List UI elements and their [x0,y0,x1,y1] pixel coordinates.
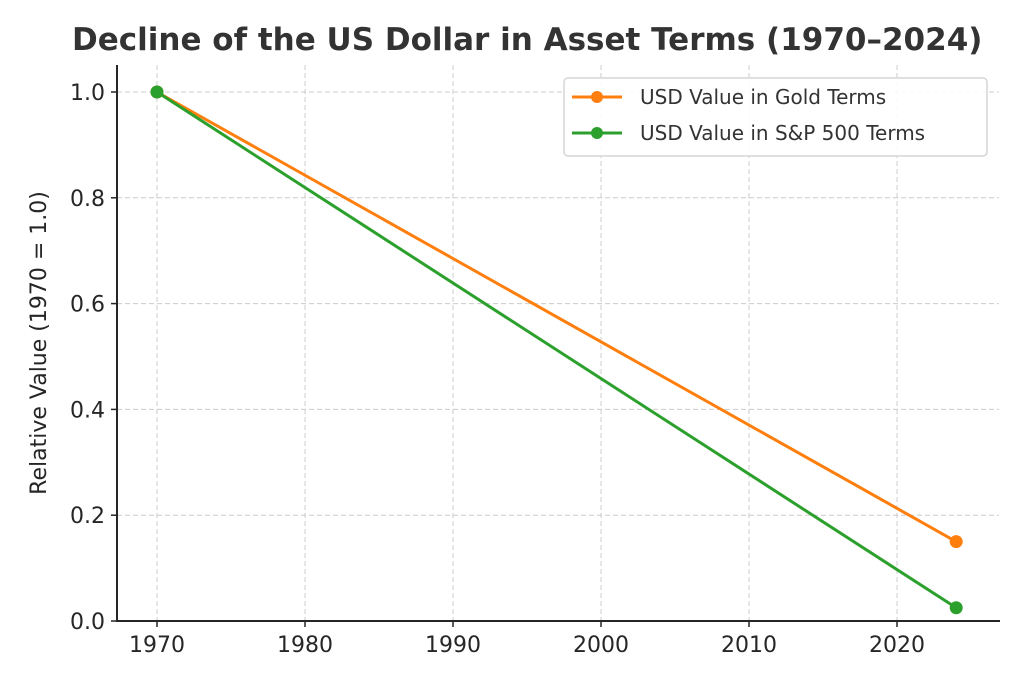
x-tick-label: 2000 [573,633,629,658]
x-tick-label: 1990 [425,633,481,658]
legend-item-gold: USD Value in Gold Terms [572,85,886,109]
axes [116,65,1000,622]
data-point-sp500 [150,85,164,99]
y-tick-label: 0.4 [70,398,105,423]
legend-label-gold: USD Value in Gold Terms [640,85,886,109]
x-tick-label: 1980 [277,633,333,658]
data-point-gold [949,535,963,549]
x-tick-label: 2020 [869,633,925,658]
y-axis-label: Relative Value (1970 = 1.0) [27,191,52,495]
y-tick-label: 0.0 [70,610,105,635]
y-tick-label: 0.2 [70,504,105,529]
y-tick-label: 0.8 [70,187,105,212]
y-ticks: 0.0 0.2 0.4 0.6 0.8 1.0 [70,81,117,635]
chart-title: Decline of the US Dollar in Asset Terms … [72,22,982,58]
legend-item-sp500: USD Value in S&P 500 Terms [572,121,925,145]
x-ticks: 1970 1980 1990 2000 2010 2020 [129,621,925,658]
x-tick-label: 1970 [129,633,185,658]
legend-marker-gold [591,91,603,103]
y-tick-label: 0.6 [70,293,105,318]
x-tick-label: 2010 [721,633,777,658]
series-line-gold [156,90,957,543]
legend-box [563,77,988,157]
series-line-sp500 [156,90,958,610]
legend-label-sp500: USD Value in S&P 500 Terms [640,121,925,145]
series-sp500 [150,85,963,615]
data-point-sp500 [949,601,963,615]
legend-marker-sp500 [591,127,603,139]
series-layer [150,85,963,615]
legend: USD Value in Gold Terms USD Value in S&P… [563,77,988,157]
y-tick-label: 1.0 [70,81,105,106]
